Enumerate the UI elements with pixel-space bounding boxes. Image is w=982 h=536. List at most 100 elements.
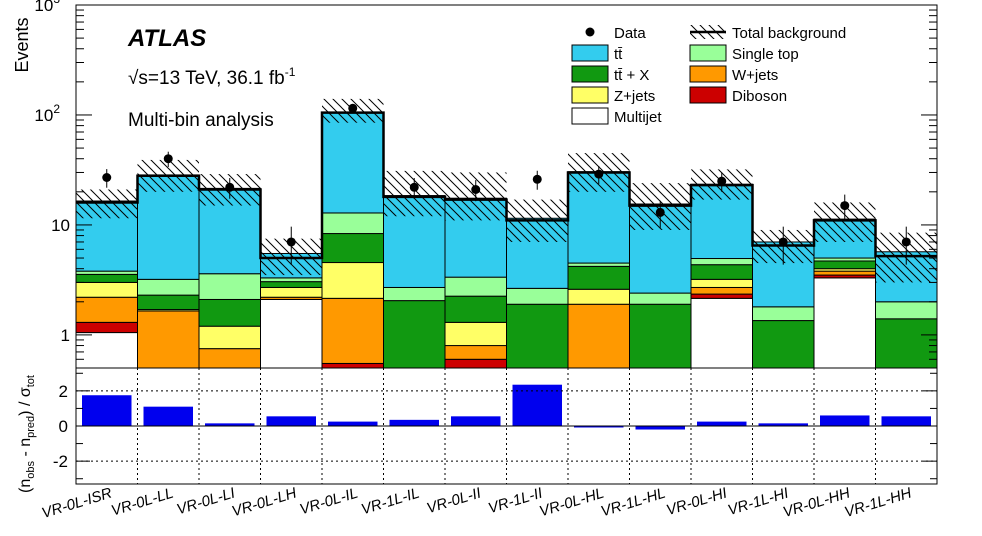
legend-entry: Diboson <box>689 86 787 105</box>
bar-segment <box>137 310 200 369</box>
bar-segment <box>690 297 753 369</box>
pull-bar <box>758 423 808 426</box>
energy-label: √s=13 TeV, 36.1 fb-1 <box>128 65 296 89</box>
pull-tick-label: 0 <box>59 417 68 436</box>
bar-segment <box>506 287 569 305</box>
x-tick-label: VR-0L-HH <box>781 485 852 522</box>
bar-segment <box>813 277 876 369</box>
pull-bar <box>143 406 193 426</box>
bar-segment <box>260 277 323 283</box>
y-tick-label: 1 <box>61 326 70 345</box>
bar-segment <box>690 286 753 295</box>
bar-segment <box>260 298 323 369</box>
x-tick-label: VR-0L-HL <box>537 485 606 521</box>
uncertainty-band <box>76 189 138 219</box>
legend-entry: Multijet <box>571 107 662 126</box>
bar-segment <box>321 297 384 364</box>
data-point <box>163 154 173 164</box>
legend-swatch <box>571 107 609 125</box>
pull-bar <box>574 426 624 428</box>
data-point <box>102 172 112 182</box>
pull-bar <box>697 421 747 426</box>
bar-segment <box>813 270 876 276</box>
legend-swatch <box>689 44 727 62</box>
bar-segment <box>690 264 753 280</box>
legend-swatch <box>571 86 609 104</box>
main-panel: 110102103 Events ATLAS √s=13 TeV, 36.1 f… <box>12 0 938 369</box>
legend-label: tt̄ <box>614 46 623 63</box>
bar-segment <box>75 332 138 369</box>
x-tick-label: VR-1L-IL <box>359 485 421 519</box>
pull-bar <box>389 419 439 426</box>
legend-swatch <box>689 86 727 104</box>
legend-data-marker <box>585 27 595 37</box>
x-tick-label: VR-0L-HI <box>664 485 729 520</box>
bar-segment <box>752 320 815 369</box>
bar-segment <box>444 321 507 347</box>
energy-exp: -1 <box>285 65 296 79</box>
bar-segment <box>137 278 200 296</box>
legend-label: W+jets <box>732 67 778 84</box>
bar-segment <box>875 301 938 320</box>
bar-segment <box>75 296 138 323</box>
legend-label: Diboson <box>732 88 787 105</box>
data-point <box>840 201 850 211</box>
pull-bar <box>512 384 562 426</box>
main-ylabel: Events <box>12 17 32 72</box>
bar-segment <box>444 358 507 369</box>
bar-segment <box>444 276 507 297</box>
x-tick-label: VR-0L-ISR <box>40 485 114 523</box>
data-point <box>225 182 235 192</box>
legend-swatch <box>571 65 609 83</box>
legend-label: Multijet <box>614 109 662 126</box>
x-tick-label: VR-0L-LI <box>175 485 237 519</box>
bar-segment <box>198 325 261 350</box>
bar-segment <box>444 345 507 360</box>
bar-segment <box>198 298 261 327</box>
bar-segment <box>383 286 446 302</box>
bar-segment <box>567 265 630 290</box>
bar-segment <box>444 295 507 323</box>
legend-label: Data <box>614 25 646 42</box>
bar-segment <box>75 321 138 334</box>
bar-segment <box>321 212 384 235</box>
bar-segment <box>321 233 384 264</box>
y-tick-label: 103 <box>34 0 60 15</box>
pull-bar <box>881 416 931 426</box>
data-point <box>901 237 911 247</box>
legend-label: Z+jets <box>614 88 655 105</box>
legend-label: Single top <box>732 46 799 63</box>
bar-segment <box>383 300 446 369</box>
pull-bar <box>451 416 501 426</box>
bar-segment <box>260 281 323 288</box>
bar-segment <box>567 303 630 369</box>
x-tick-label: VR-1L-II <box>486 485 544 518</box>
bar-segment <box>690 258 753 266</box>
pull-bar <box>82 395 132 426</box>
pull-bar <box>635 426 685 430</box>
x-tick-label: VR-0L-LL <box>109 485 175 520</box>
x-tick-label: VR-1L-HH <box>842 485 913 522</box>
bar-segment <box>629 292 692 305</box>
bar-segment <box>506 303 569 369</box>
x-tick-label: VR-1L-HI <box>726 485 791 520</box>
bar-segment <box>567 288 630 305</box>
legend-entry: W+jets <box>689 65 778 84</box>
bar-segment <box>875 318 938 369</box>
pull-bar <box>328 421 378 426</box>
data-point <box>532 174 542 184</box>
bar-segment <box>813 260 876 270</box>
bar-segment <box>137 294 200 311</box>
legend-entry: Total background <box>690 25 846 42</box>
data-point <box>594 169 604 179</box>
legend-entry: Data <box>585 25 646 42</box>
legend: Data Total background tt̄ Single top tt̄ + X… <box>571 25 846 126</box>
bar-segment <box>260 286 323 298</box>
legend-entry: Single top <box>689 44 799 63</box>
x-tick-label: VR-0L-LH <box>230 485 299 521</box>
x-tick-label: VR-0L-IL <box>298 485 360 519</box>
legend-swatch <box>689 65 727 83</box>
data-point <box>348 103 358 113</box>
pull-bar <box>266 416 316 426</box>
